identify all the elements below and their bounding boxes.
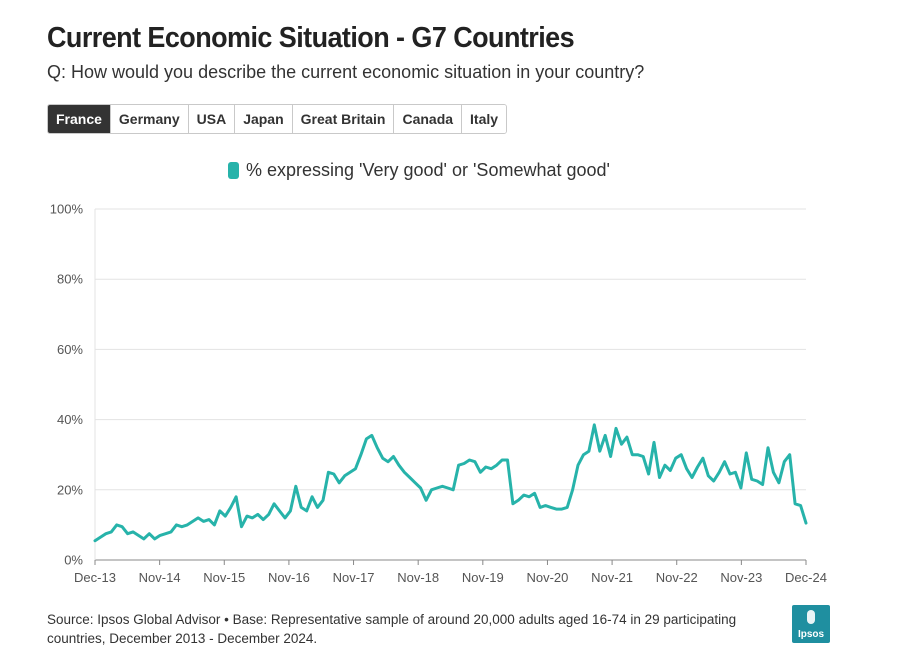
x-tick-label: Nov-20 [526, 570, 568, 585]
logo-mark-icon [807, 610, 815, 624]
x-tick-label: Dec-13 [74, 570, 116, 585]
tab-japan[interactable]: Japan [235, 105, 293, 133]
y-tick-label: 100% [50, 202, 84, 217]
x-tick-label: Nov-23 [720, 570, 762, 585]
y-tick-label: 0% [64, 553, 83, 568]
x-tick-label: Nov-22 [656, 570, 698, 585]
y-tick-label: 40% [57, 412, 83, 427]
chart-title: Current Economic Situation - G7 Countrie… [47, 22, 575, 54]
y-tick-label: 60% [57, 342, 83, 357]
tab-italy[interactable]: Italy [462, 105, 507, 133]
series-line [93, 423, 808, 543]
y-tick-label: 20% [57, 482, 83, 497]
chart-subtitle: Q: How would you describe the current ec… [47, 62, 645, 82]
x-tick-label: Dec-24 [785, 570, 827, 585]
legend-label: % expressing 'Very good' or 'Somewhat go… [246, 160, 610, 180]
x-tick-label: Nov-18 [397, 570, 439, 585]
y-axis: 0% 20% 40% 60% 80% 100% [50, 202, 84, 568]
line-chart: 0% 20% 40% 60% 80% 100% Dec-13 Nov-14 Nov-15 Nov… [50, 202, 827, 586]
x-tick-label: Nov-15 [203, 570, 245, 585]
x-tick-label: Nov-21 [591, 570, 633, 585]
tab-great-britain[interactable]: Great Britain [292, 105, 395, 133]
x-tick-label: Nov-16 [268, 570, 310, 585]
x-tick-label: Nov-19 [462, 570, 504, 585]
chart-legend[interactable]: % expressing 'Very good' or 'Somewhat go… [228, 160, 610, 181]
logo-text: Ipsos [797, 629, 825, 640]
x-tick-label: Nov-17 [333, 570, 375, 585]
legend-swatch [228, 162, 239, 179]
series-layer [93, 423, 808, 543]
x-axis: Dec-13 Nov-14 Nov-15 Nov-16 Nov-17 Nov-18 Nov-… [74, 560, 827, 585]
tab-usa[interactable]: USA [188, 105, 236, 133]
tab-france[interactable]: France [48, 105, 111, 133]
chart-grid [94, 208, 806, 561]
source-note: Source: Ipsos Global Advisor • Base: Rep… [47, 612, 737, 646]
country-tabs: France Germany USA Japan Great Britain C… [47, 104, 508, 134]
y-tick-label: 80% [57, 272, 83, 287]
tab-germany[interactable]: Germany [110, 105, 189, 133]
tab-canada[interactable]: Canada [394, 105, 463, 133]
x-tick-label: Nov-14 [139, 570, 181, 585]
ipsos-logo: Ipsos [792, 605, 830, 643]
